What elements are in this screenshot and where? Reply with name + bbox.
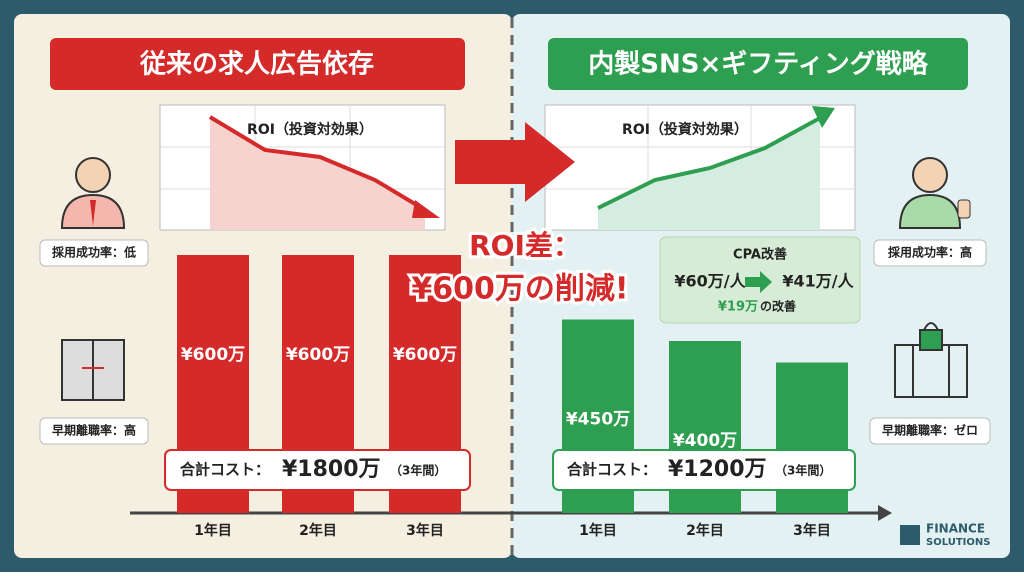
total-prefix: 合計コスト： bbox=[566, 461, 657, 479]
right-total-value: ¥1200万 bbox=[668, 457, 767, 482]
right-hire-label: 採用成功率：高 bbox=[888, 245, 972, 260]
door-icon bbox=[61, 339, 125, 401]
x-tick-label: 3年目 bbox=[406, 522, 444, 539]
logo-name: FINANCE bbox=[926, 522, 985, 536]
right-roi-chart bbox=[544, 104, 856, 231]
turnover-badge bbox=[39, 417, 149, 445]
left-turnover-label: 早期離職率：高 bbox=[52, 423, 136, 438]
x-tick-label: 1年目 bbox=[579, 522, 617, 539]
sad-person-icon bbox=[60, 157, 126, 229]
left-roi-chart bbox=[159, 104, 446, 231]
right-title: 内製SNS×ギフティング戦略 bbox=[588, 49, 928, 80]
happy-person-icon bbox=[898, 157, 971, 229]
left-banner bbox=[50, 38, 465, 90]
bar-label: ¥600万 bbox=[286, 345, 350, 365]
x-tick-label: 3年目 bbox=[793, 522, 831, 539]
total-suffix: （3年間） bbox=[390, 463, 446, 478]
right-roi-title: ROI（投資対効果） bbox=[622, 121, 748, 138]
cpa-saving: ¥19万 bbox=[718, 300, 758, 315]
logo-mark bbox=[900, 525, 920, 545]
cpa-saving-suffix: の改善 bbox=[760, 299, 796, 314]
turnover-badge bbox=[869, 417, 991, 445]
hire-badge bbox=[873, 239, 987, 267]
left-roi-title: ROI（投資対効果） bbox=[247, 121, 373, 138]
total-suffix: （3年間） bbox=[775, 463, 831, 478]
cpa-after: ¥41万/人 bbox=[782, 272, 854, 291]
gate-icon bbox=[894, 322, 968, 398]
x-tick-label: 2年目 bbox=[299, 522, 337, 539]
cpa-title: CPA改善 bbox=[733, 247, 787, 263]
cpa-arrow bbox=[745, 271, 772, 293]
bar-label: ¥600万 bbox=[393, 345, 457, 365]
hire-badge bbox=[39, 239, 149, 267]
x-tick-label: 2年目 bbox=[686, 522, 724, 539]
right-banner bbox=[548, 38, 968, 90]
bar-label: ¥450万 bbox=[566, 410, 630, 430]
bar-label: ¥600万 bbox=[181, 345, 245, 365]
left-total-box bbox=[164, 449, 471, 491]
right-turnover-label: 早期離職率：ゼロ bbox=[882, 423, 978, 438]
logo-sub: SOLUTIONS bbox=[926, 537, 990, 548]
cpa-before: ¥60万/人 bbox=[674, 272, 746, 291]
bar-label: ¥400万 bbox=[673, 431, 737, 451]
roi-diff-line1: ROI差： bbox=[469, 229, 581, 262]
x-tick-label: 1年目 bbox=[194, 522, 232, 539]
left-title: 従来の求人広告依存 bbox=[139, 49, 374, 80]
left-hire-label: 採用成功率：低 bbox=[52, 245, 136, 260]
total-prefix: 合計コスト： bbox=[179, 461, 270, 479]
right-total-box bbox=[552, 449, 856, 491]
center-arrow bbox=[455, 122, 575, 202]
axis-arrow bbox=[878, 505, 892, 521]
roi-diff-line2: ¥600万の削減! bbox=[411, 272, 628, 307]
left-total-value: ¥1800万 bbox=[282, 457, 381, 482]
